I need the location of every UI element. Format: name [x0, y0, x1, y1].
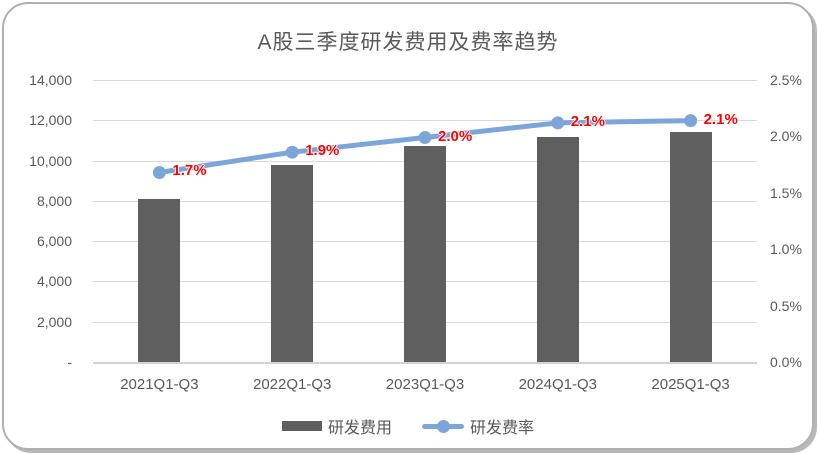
right-axis-tick-label: 1.0% [770, 241, 802, 258]
rate-point-label: 1.9% [305, 142, 340, 160]
left-axis-tick-label: 4,000 [36, 273, 72, 290]
x-axis-category-label: 2021Q1-Q3 [120, 376, 199, 393]
line-marker-2024Q1-Q3 [551, 116, 565, 130]
bar-2025Q1-Q3 [669, 132, 712, 362]
legend: 研发费用 研发费率 [4, 414, 812, 438]
gridline [93, 120, 757, 121]
rate-point-label: 2.0% [438, 127, 473, 145]
chart-card: A股三季度研发费用及费率趋势 1.7% 1.9% 2.0% 2.1% 2.1% 14,0… [2, 2, 814, 450]
bar-2022Q1-Q3 [271, 165, 314, 362]
line-marker-2022Q1-Q3 [285, 145, 299, 159]
bar-2024Q1-Q3 [536, 137, 579, 362]
left-axis-tick-label: - [67, 354, 72, 370]
right-axis-tick-label: 0.5% [770, 297, 802, 314]
left-axis-tick-label: 14,000 [29, 72, 72, 88]
rate-point-label: 1.7% [172, 162, 207, 180]
legend-line-dot [436, 419, 450, 433]
x-axis-category-label: 2023Q1-Q3 [385, 376, 465, 393]
line-marker-2025Q1-Q3 [684, 114, 698, 128]
left-axis-tick-label: 8,000 [36, 192, 72, 209]
x-axis-category-label: 2024Q1-Q3 [518, 376, 597, 393]
rate-point-label: 2.1% [703, 110, 738, 128]
legend-label: 研发费率 [470, 420, 535, 437]
left-axis-tick-label: 12,000 [29, 112, 72, 129]
right-axis-tick-label: 1.5% [770, 184, 802, 201]
bar-2021Q1-Q3 [138, 199, 181, 362]
line-marker-2021Q1-Q3 [152, 165, 166, 179]
bar-2023Q1-Q3 [404, 146, 446, 362]
left-axis-tick-label: 2,000 [36, 313, 72, 330]
rate-line [152, 114, 698, 179]
legend-line-swatch-icon [422, 419, 464, 433]
legend-item-bar: 研发费用 [281, 414, 392, 438]
legend-label: 研发费用 [327, 420, 392, 437]
gridline [93, 80, 757, 81]
legend-bar-swatch-icon [281, 421, 322, 431]
line-marker-2023Q1-Q3 [418, 131, 432, 145]
rate-point-label: 2.1% [570, 112, 605, 130]
right-axis-tick-label: 2.5% [770, 72, 802, 88]
x-axis-category-label: 2025Q1-Q3 [651, 376, 730, 393]
left-axis-tick-label: 6,000 [36, 233, 72, 250]
chart-title: A股三季度研发费用及费率趋势 [257, 31, 559, 54]
right-axis-tick-label: 2.0% [770, 128, 802, 145]
x-axis-category-label: 2022Q1-Q3 [252, 376, 332, 393]
right-axis-tick-label: 0.0% [770, 354, 802, 370]
gridline [93, 362, 757, 364]
plot-area: 1.7% 1.9% 2.0% 2.1% 2.1% [93, 80, 757, 364]
legend-item-line: 研发费率 [422, 414, 534, 438]
left-axis-tick-label: 10,000 [29, 152, 72, 169]
